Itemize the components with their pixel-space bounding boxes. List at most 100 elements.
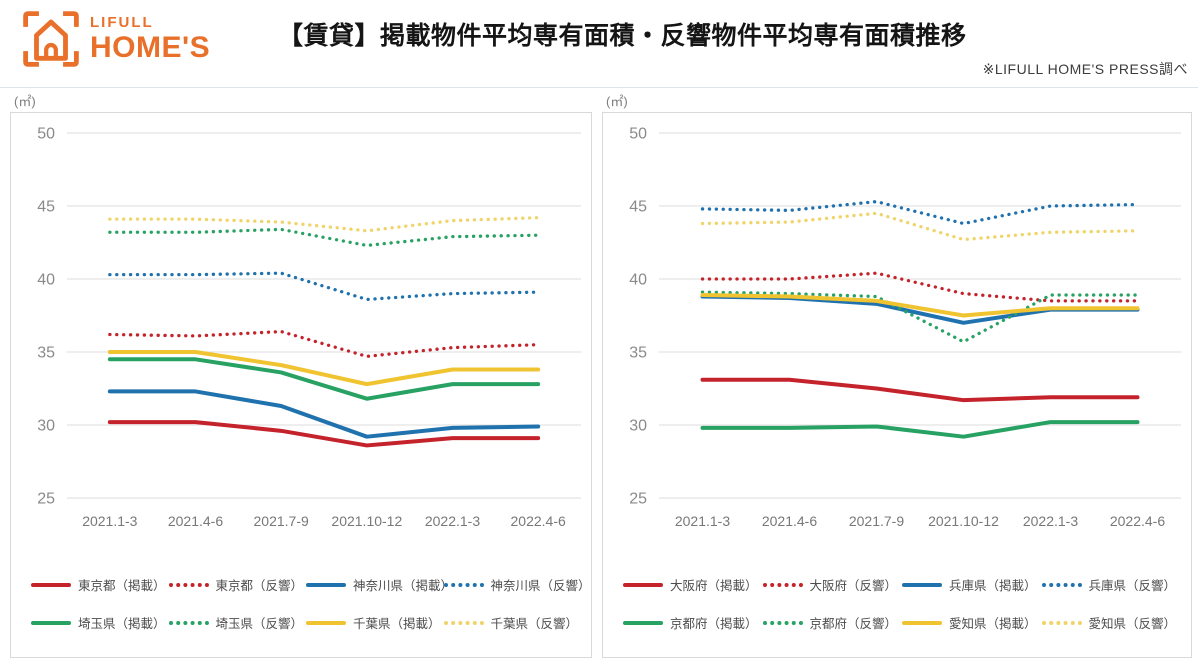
legend-item: 埼玉県（反響） bbox=[168, 613, 307, 632]
y-axis-tick-label: 40 bbox=[629, 272, 647, 289]
x-axis-tick-label: 2022.4-6 bbox=[1110, 513, 1165, 529]
legend-label: 千葉県（掲載） bbox=[353, 617, 441, 631]
legend-marker-solid bbox=[623, 582, 663, 587]
y-axis-tick-label: 35 bbox=[37, 345, 55, 362]
page-title: 【賃貸】掲載物件平均専有面積・反響物件平均専有面積推移 bbox=[278, 22, 967, 50]
x-axis-tick-label: 2022.4-6 bbox=[511, 513, 566, 529]
legend-item: 千葉県（反響） bbox=[443, 613, 582, 632]
charts-row: (㎡) 25 30 35 40 45 50 2021.1-3 2021.4-6 2021.7-9… bbox=[0, 88, 1198, 658]
legend-marker-dotted bbox=[1041, 620, 1082, 625]
source-note: ※LIFULL HOME'S PRESS調べ bbox=[982, 61, 1188, 77]
line-chart-kansai: 25 30 35 40 45 50 2021.1-3 2021.4-6 2021.7-9 2021… bbox=[603, 113, 1191, 565]
x-axis-tick-label: 2021.1-3 bbox=[675, 513, 730, 529]
unit-label: (㎡) bbox=[14, 94, 36, 109]
x-axis-tick-label: 2021.4-6 bbox=[168, 513, 223, 529]
legend-marker-solid bbox=[31, 620, 71, 625]
y-axis-tick-label: 40 bbox=[37, 272, 55, 289]
legend-marker-dotted bbox=[762, 582, 803, 587]
legend-label: 大阪府（掲載） bbox=[670, 579, 758, 593]
legend-label: 京都府（掲載） bbox=[670, 617, 758, 631]
y-axis-tick-label: 30 bbox=[629, 418, 647, 435]
header: LIFULL HOME'S 【賃貸】掲載物件平均専有面積・反響物件平均専有面積推… bbox=[0, 0, 1198, 88]
legend-marker-dotted bbox=[168, 620, 209, 625]
y-axis-tick-label: 45 bbox=[629, 199, 647, 216]
y-axis-tick-label: 25 bbox=[629, 491, 647, 508]
legend-marker-dotted bbox=[443, 620, 484, 625]
chart-canvas: 25 30 35 40 45 50 2021.1-3 2021.4-6 2021.7-9 2021… bbox=[629, 126, 1181, 529]
series-line bbox=[700, 199, 1140, 226]
series-line bbox=[700, 420, 1140, 439]
y-axis-tick-label: 35 bbox=[629, 345, 647, 362]
legend-marker-solid bbox=[902, 620, 942, 625]
legend-marker-solid bbox=[306, 582, 346, 587]
legend-marker-solid bbox=[902, 582, 942, 587]
x-axis-tick-label: 2022.1-3 bbox=[425, 513, 480, 529]
legend-row: 東京都（掲載） 東京都（反響） 神奈川県（掲載） 神奈川県（反響） bbox=[31, 575, 591, 594]
legend-item: 兵庫県（反響） bbox=[1041, 575, 1182, 594]
legend-row: 埼玉県（掲載） 埼玉県（反響） 千葉県（掲載） 千葉県（反響） bbox=[31, 613, 581, 632]
legend-marker-dotted bbox=[1041, 582, 1082, 587]
legend-label: 千葉県（反響） bbox=[490, 617, 579, 631]
y-axis-tick-label: 30 bbox=[37, 418, 55, 435]
legend-marker-dotted bbox=[762, 620, 803, 625]
y-axis-tick-label: 25 bbox=[37, 491, 55, 508]
legend-label: 京都府（反響） bbox=[809, 617, 898, 631]
legend-item: 埼玉県（掲載） bbox=[31, 613, 169, 632]
y-axis-tick-label: 45 bbox=[37, 199, 55, 216]
logo-text: LIFULL HOME'S bbox=[90, 15, 210, 63]
series-line bbox=[108, 271, 540, 302]
series-line bbox=[108, 216, 540, 233]
legend-item: 千葉県（掲載） bbox=[306, 613, 444, 632]
legend-row: 大阪府（掲載） 大阪府（反響） 兵庫県（掲載） 兵庫県（反響） bbox=[623, 575, 1181, 594]
legend-item: 大阪府（反響） bbox=[762, 575, 903, 594]
legend-marker-solid bbox=[306, 620, 346, 625]
legend-item: 神奈川県（反響） bbox=[443, 575, 591, 594]
x-axis-tick-label: 2021.4-6 bbox=[762, 513, 817, 529]
series-line bbox=[700, 293, 1140, 318]
legend-item: 兵庫県（掲載） bbox=[902, 575, 1042, 594]
legend-row: 京都府（掲載） 京都府（反響） 愛知県（掲載） 愛知県（反響） bbox=[623, 613, 1181, 632]
chart-panel-kanto: (㎡) 25 30 35 40 45 50 2021.1-3 2021.4-6 2021.7-9… bbox=[10, 92, 592, 658]
legend-marker-solid bbox=[623, 620, 663, 625]
legend-label: 兵庫県（反響） bbox=[1088, 579, 1177, 593]
y-axis-tick-label: 50 bbox=[37, 126, 55, 143]
legend-item: 東京都（掲載） bbox=[31, 575, 169, 594]
series-line bbox=[700, 211, 1140, 242]
series-line bbox=[700, 290, 1140, 344]
unit-label: (㎡) bbox=[606, 94, 628, 109]
legend-label: 愛知県（掲載） bbox=[949, 617, 1037, 631]
series-line bbox=[700, 271, 1140, 303]
chart-canvas: 25 30 35 40 45 50 2021.1-3 2021.4-6 2021.7-9 2021… bbox=[37, 126, 581, 529]
legend-item: 愛知県（掲載） bbox=[902, 613, 1042, 632]
legend-item: 愛知県（反響） bbox=[1041, 613, 1182, 632]
legend-item: 神奈川県（掲載） bbox=[306, 575, 453, 594]
series-line bbox=[700, 377, 1140, 403]
legend-item: 大阪府（掲載） bbox=[623, 575, 763, 594]
chart-box: 25 30 35 40 45 50 2021.1-3 2021.4-6 2021.7-9 2021… bbox=[10, 112, 592, 658]
legend-label: 神奈川県（掲載） bbox=[353, 579, 454, 593]
x-axis-tick-label: 2021.1-3 bbox=[82, 513, 137, 529]
x-axis-tick-label: 2021.10-12 bbox=[331, 513, 402, 529]
x-axis-tick-label: 2021.7-9 bbox=[254, 513, 309, 529]
legend-label: 東京都（反響） bbox=[215, 579, 304, 593]
legend-item: 京都府（掲載） bbox=[623, 613, 763, 632]
series-line bbox=[108, 227, 540, 248]
legend-label: 東京都（掲載） bbox=[78, 579, 166, 593]
series-line bbox=[107, 350, 541, 387]
legend-item: 京都府（反響） bbox=[762, 613, 903, 632]
series-line bbox=[107, 357, 541, 401]
chart-box: 25 30 35 40 45 50 2021.1-3 2021.4-6 2021.7-9 2021… bbox=[602, 112, 1192, 658]
legend-label: 兵庫県（掲載） bbox=[949, 579, 1037, 593]
y-axis-tick-label: 50 bbox=[629, 126, 647, 143]
brand-bottom-label: HOME'S bbox=[90, 31, 211, 64]
legend-marker-solid bbox=[31, 582, 71, 587]
legend-label: 愛知県（反響） bbox=[1088, 617, 1177, 631]
legend-marker-dotted bbox=[443, 582, 484, 587]
legend-label: 大阪府（反響） bbox=[809, 579, 898, 593]
chart-legend: 大阪府（掲載） 大阪府（反響） 兵庫県（掲載） 兵庫県（反響） 京都府（掲載） 京都府（反… bbox=[603, 565, 1191, 632]
legend-label: 埼玉県（反響） bbox=[215, 617, 304, 631]
chart-panel-kansai: (㎡) 25 30 35 40 45 50 2021.1-3 2021.4-6 2021.7-9… bbox=[602, 92, 1192, 658]
line-chart-kanto: 25 30 35 40 45 50 2021.1-3 2021.4-6 2021.7-9 2021… bbox=[11, 113, 591, 565]
x-axis-tick-label: 2022.1-3 bbox=[1023, 513, 1078, 529]
series-line bbox=[107, 389, 541, 439]
